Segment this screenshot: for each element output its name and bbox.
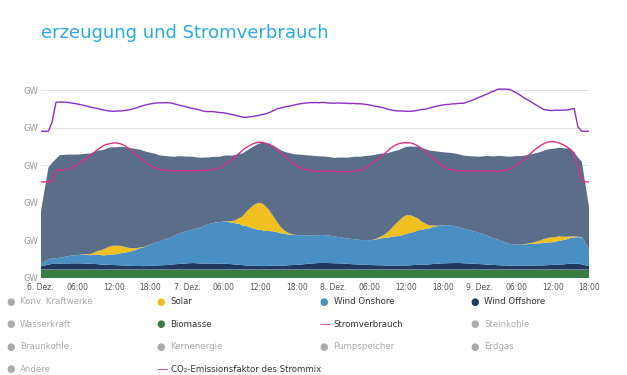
Text: Konv. Kraftwerke: Konv. Kraftwerke	[20, 297, 93, 306]
Text: Steinkohle: Steinkohle	[484, 320, 529, 329]
Text: Wind Onshore: Wind Onshore	[334, 297, 394, 306]
Text: 12:00: 12:00	[396, 283, 418, 292]
Text: ●: ●	[6, 364, 15, 374]
Text: 8. Dez.: 8. Dez.	[320, 283, 347, 292]
Text: Biomasse: Biomasse	[171, 320, 212, 329]
Text: —: —	[320, 320, 331, 329]
Text: 6. Dez.: 6. Dez.	[28, 283, 54, 292]
Text: 12:00: 12:00	[103, 283, 125, 292]
Text: ●: ●	[470, 297, 479, 307]
Text: Pumpspeicher: Pumpspeicher	[334, 342, 395, 351]
Text: Erdgas: Erdgas	[484, 342, 514, 351]
Text: Kernenergie: Kernenergie	[171, 342, 223, 351]
Text: ●: ●	[470, 320, 479, 329]
Text: Wasserkraft: Wasserkraft	[20, 320, 71, 329]
Text: ●: ●	[157, 320, 166, 329]
Text: Andere: Andere	[20, 365, 51, 374]
Text: 12:00: 12:00	[542, 283, 564, 292]
Text: 06:00: 06:00	[505, 283, 527, 292]
Text: ●: ●	[157, 342, 166, 352]
Text: ●: ●	[6, 342, 15, 352]
Text: 18:00: 18:00	[140, 283, 161, 292]
Text: ●: ●	[320, 342, 329, 352]
Text: 12:00: 12:00	[250, 283, 271, 292]
Text: ●: ●	[6, 297, 15, 307]
Text: 18:00: 18:00	[579, 283, 600, 292]
Text: Wind Offshore: Wind Offshore	[484, 297, 545, 306]
Text: Stromverbrauch: Stromverbrauch	[334, 320, 403, 329]
Text: ●: ●	[320, 297, 329, 307]
Text: —: —	[157, 364, 168, 374]
Text: ●: ●	[470, 342, 479, 352]
Text: 06:00: 06:00	[359, 283, 381, 292]
Text: 18:00: 18:00	[432, 283, 454, 292]
Text: ●: ●	[157, 297, 166, 307]
Text: 9. Dez.: 9. Dez.	[466, 283, 493, 292]
Text: 18:00: 18:00	[286, 283, 308, 292]
Text: 06:00: 06:00	[66, 283, 88, 292]
Text: 06:00: 06:00	[213, 283, 234, 292]
Text: CO₂-Emissionsfaktor des Strommix: CO₂-Emissionsfaktor des Strommix	[171, 365, 321, 374]
Text: Solar: Solar	[171, 297, 192, 306]
Text: Braunkohle: Braunkohle	[20, 342, 69, 351]
Text: ●: ●	[6, 320, 15, 329]
Text: 7. Dez.: 7. Dez.	[174, 283, 201, 292]
Text: erzeugung und Stromverbrauch: erzeugung und Stromverbrauch	[41, 24, 329, 42]
